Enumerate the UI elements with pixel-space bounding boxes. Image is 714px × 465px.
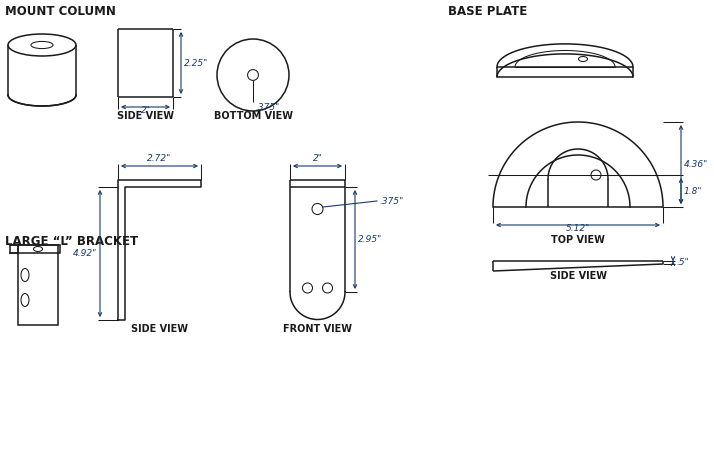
Text: BASE PLATE: BASE PLATE: [448, 5, 527, 18]
Text: 4.92": 4.92": [73, 249, 97, 258]
Text: 2.95": 2.95": [358, 235, 382, 244]
Text: 5.12": 5.12": [566, 224, 590, 233]
Text: 2.25": 2.25": [184, 59, 208, 67]
Text: .375": .375": [255, 103, 279, 112]
Text: LARGE “L” BRACKET: LARGE “L” BRACKET: [5, 235, 138, 248]
Text: 2.72": 2.72": [147, 154, 171, 163]
Text: TOP VIEW: TOP VIEW: [551, 235, 605, 245]
Text: BOTTOM VIEW: BOTTOM VIEW: [213, 111, 293, 121]
Text: SIDE VIEW: SIDE VIEW: [131, 324, 188, 334]
Text: SIDE VIEW: SIDE VIEW: [117, 111, 174, 121]
Text: SIDE VIEW: SIDE VIEW: [550, 271, 606, 281]
Text: 4.36": 4.36": [684, 160, 708, 169]
Text: FRONT VIEW: FRONT VIEW: [283, 324, 352, 334]
Text: 2": 2": [141, 106, 151, 115]
Text: 2": 2": [313, 154, 323, 163]
Text: .375": .375": [379, 197, 403, 206]
Text: 1.8": 1.8": [684, 186, 703, 195]
Text: MOUNT COLUMN: MOUNT COLUMN: [5, 5, 116, 18]
Text: .5": .5": [676, 258, 689, 267]
